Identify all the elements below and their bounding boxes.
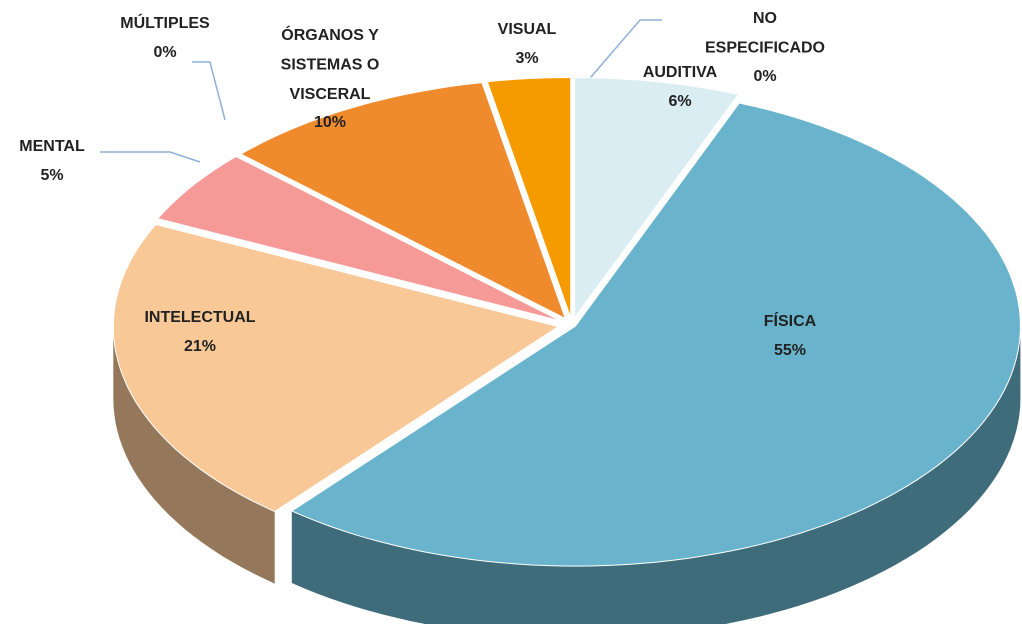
slice-side (291, 326, 1021, 624)
slice (112, 223, 560, 513)
pie (112, 76, 1021, 624)
category-label: FÍSICA (764, 311, 817, 330)
category-label: INTELECTUAL (144, 309, 255, 326)
value-label: 3% (515, 50, 538, 67)
leader-line (100, 151, 201, 163)
category-label: VISUAL (498, 21, 557, 38)
value-label: 0% (753, 68, 776, 85)
leader-line (192, 61, 226, 121)
value-label: 0% (153, 44, 176, 61)
category-label: MÚLTIPLES (120, 13, 210, 32)
value-label: 55% (774, 342, 806, 359)
slice (239, 82, 567, 320)
category-label: AUDITIVA (643, 64, 718, 81)
slice-side (113, 326, 275, 584)
slice (574, 77, 740, 320)
value-label: 6% (668, 93, 691, 110)
value-label: 5% (40, 167, 63, 184)
slice (486, 76, 572, 318)
leader-line (584, 19, 662, 85)
value-label: 21% (184, 338, 216, 355)
category-label: MENTAL (19, 138, 85, 155)
slice (290, 102, 1021, 567)
value-label: 10% (314, 114, 346, 131)
category-label: ÓRGANOS Y SISTEMAS O VISCERAL (281, 25, 380, 103)
category-label: NO ESPECIFICADO (705, 10, 825, 57)
slice (156, 155, 561, 322)
